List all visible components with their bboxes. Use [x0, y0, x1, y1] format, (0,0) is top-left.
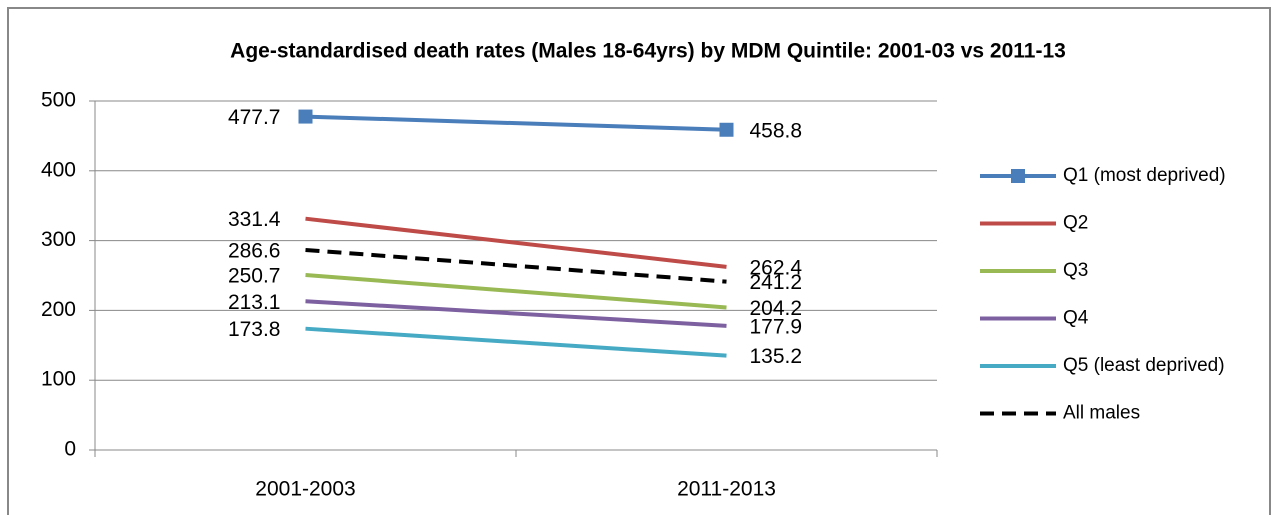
series-line	[305, 273, 727, 310]
y-tick-label: 200	[41, 298, 76, 321]
data-label: 241.2	[750, 271, 803, 294]
y-tick-label: 400	[41, 158, 76, 181]
y-tick-label: 500	[41, 89, 76, 112]
chart-title: Age-standardised death rates (Males 18-6…	[230, 40, 1066, 63]
legend-label: Q1 (most deprived)	[1063, 165, 1226, 186]
data-label: 204.2	[750, 297, 803, 320]
data-label: 213.1	[228, 291, 281, 314]
legend-label: Q4	[1063, 308, 1089, 329]
chart-frame	[7, 7, 1271, 515]
series-line	[305, 326, 727, 358]
data-label: 250.7	[228, 265, 281, 288]
y-tick-label: 100	[41, 368, 76, 391]
data-label: 458.8	[750, 119, 803, 142]
series-line	[305, 299, 727, 328]
x-tick-label: 2001-2003	[255, 478, 355, 501]
series-line	[305, 114, 727, 132]
series-line	[305, 247, 727, 284]
legend-label: Q5 (least deprived)	[1063, 355, 1225, 376]
data-label: 477.7	[228, 106, 281, 129]
legend-label: Q2	[1063, 213, 1088, 234]
legend-label: Q3	[1063, 260, 1088, 281]
marker	[298, 109, 313, 124]
data-label: 173.8	[228, 318, 281, 341]
series-line	[305, 216, 727, 269]
data-label: 286.6	[228, 240, 281, 263]
y-tick-label: 300	[41, 228, 76, 251]
x-tick-label: 2011-2013	[677, 478, 776, 501]
data-label: 177.9	[750, 315, 803, 338]
y-tick-label: 0	[64, 438, 76, 461]
marker	[719, 122, 734, 137]
legend-label: All males	[1063, 403, 1140, 424]
data-label: 331.4	[228, 208, 281, 231]
legend-marker	[1011, 169, 1025, 183]
data-label: 135.2	[750, 345, 803, 368]
data-label: 262.4	[750, 256, 803, 279]
